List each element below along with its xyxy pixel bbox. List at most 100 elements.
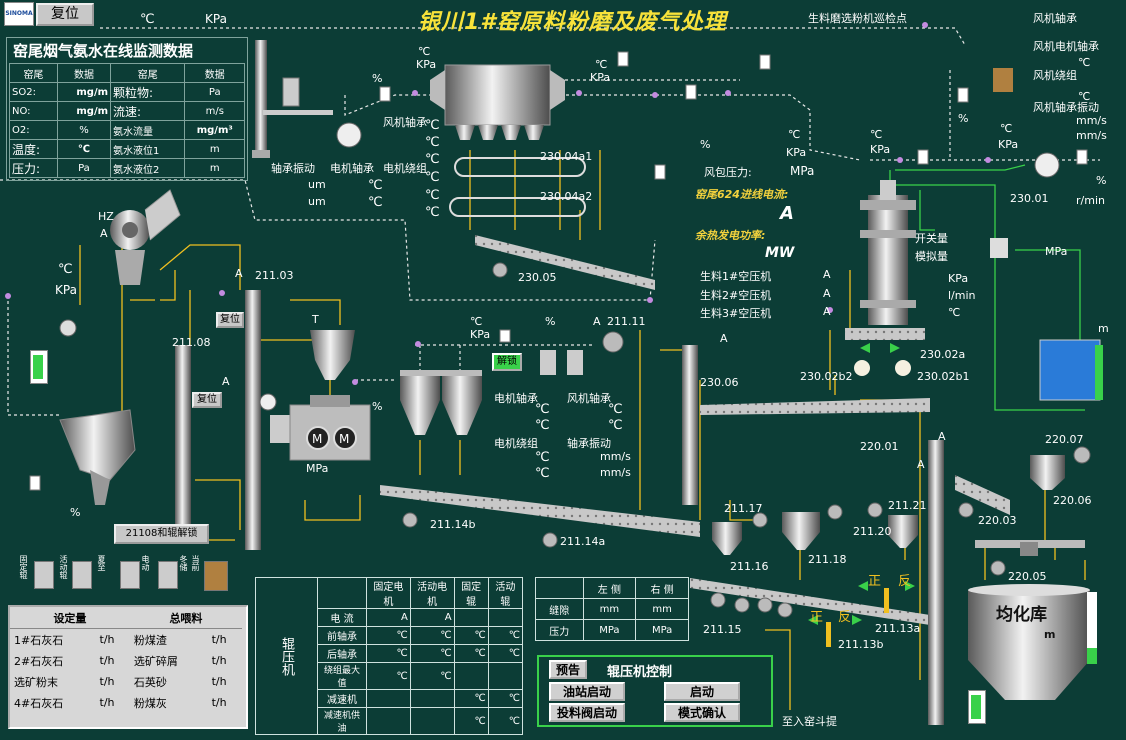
rp-cell [409,707,455,735]
label-230-05: 230.05 [518,271,557,284]
label-rf-fan-winding: 风机绕组 [1033,69,1077,82]
setpoint-unit[interactable]: t/h [211,633,227,646]
label-kiln-current: 窑尾624进线电流: [695,188,789,201]
side-label: 电动 [141,555,150,571]
unit-kpa-8: KPa [998,138,1019,151]
unit-kpa-5: KPa [786,146,807,159]
unit-mms-1: mm/s [600,450,631,463]
setpoint-unit[interactable]: t/h [211,654,227,667]
unit-c-12: ℃ [470,315,483,328]
monitor-key: 压力: [9,158,58,178]
unit-c-22: ℃ [1000,122,1013,135]
monitor-unit: m/s [184,101,245,121]
pre-warning-button[interactable]: 预告 [549,660,587,679]
feed-side-labels: 固定辊 活动辊 夏至 电动 冬储 当前 [18,555,233,595]
setpoint-unit[interactable]: t/h [211,675,227,688]
monitor-key: 氨水流量 [110,120,186,140]
rp-row-label: 绕组最大值 [317,662,367,690]
unit-a-9: A [823,305,831,318]
unit-a-5: A [720,332,728,345]
label-reverse-1: 反 [898,574,912,589]
label-211-13a: 211.13a [875,622,921,635]
label-rf-motor-fan: 风机电机轴承 [1033,40,1099,53]
monitor-key: 氨水液位1 [110,139,186,159]
monitor-header: 窑尾 [9,63,58,83]
rp-cell: ℃ [366,662,411,690]
setpoint-item: 1#石灰石 [14,633,64,647]
rp-cell: ℃ [366,626,411,645]
top-kpa-unit: KPa [205,12,227,26]
rp-row-label: 减速机供油 [317,707,367,735]
monitor-table: 窑尾 数据 窑尾 数据 SO2: mg/m 颗粒物: Pa NO: mg/m 流速: m/s… [9,63,245,178]
rp-cell: ℃ [366,644,411,663]
unlock-button[interactable]: 解锁 [492,353,522,371]
label-analog: 模拟量 [915,250,948,263]
reset-211-03-button[interactable]: 复位 [216,312,244,328]
reset-button[interactable]: 复位 [36,3,94,26]
unit-kpa-6: KPa [870,143,891,156]
unit-c-20: ℃ [870,128,883,141]
reset-211-08-button[interactable]: 复位 [192,392,222,408]
rp-cell: ℃ [487,644,524,663]
gap-header: 右 侧 [635,577,689,599]
unit-a-11: A [917,458,925,471]
label-211-21: 211.21 [888,499,927,512]
unit-c-19: ℃ [788,128,801,141]
svg-text:M: M [312,432,322,446]
mode-confirm-button[interactable]: 模式确认 [664,703,740,722]
label-motor-winding-2: 电机绕组 [494,437,538,450]
rp-header [317,577,367,609]
flue-gas-monitor: 窑尾烟气氨水在线监测数据 窑尾 数据 窑尾 数据 SO2: mg/m 颗粒物: Pa … [6,37,248,181]
gap-cell: MPa [635,619,689,641]
gap-header: 左 侧 [582,577,637,599]
setpoint-unit[interactable]: t/h [211,696,227,709]
monitor-title: 窑尾烟气氨水在线监测数据 [13,42,194,60]
elevator-211-08 [175,345,191,540]
unit-c-5: ℃ [425,152,440,167]
unit-c-16: ℃ [535,466,550,481]
label-211-11: 211.11 [607,315,646,328]
gap-row-label: 缝隙 [535,598,584,620]
unit-a-6: A [780,203,794,224]
setpoint-item: 粉煤渣 [133,633,167,647]
unit-um-1: um [308,178,326,191]
label-comp2: 生料2#空压机 [700,289,772,302]
unlock-21108-button[interactable]: 21108和辊解锁 [114,524,209,544]
feed-valve-start-button[interactable]: 投料阀启动 [549,703,625,722]
rp-cell: ℃ [409,662,455,690]
label-reverse-2: 反 [838,610,852,625]
unit-t: T [312,313,319,326]
rp-row-label: 后轴承 [317,644,367,663]
label-homogenizing: 均化库 [996,605,1047,625]
monitor-key: 氨水液位2 [110,158,186,178]
monitor-key: NO: [9,101,58,121]
start-button[interactable]: 启动 [664,682,740,701]
unit-rmin: r/min [1076,194,1105,207]
setpoint-unit[interactable]: t/h [99,654,115,667]
unit-pct-4: % [372,400,383,413]
rp-cell: ℃ [409,626,455,645]
label-230-04a1: 230.04a1 [540,150,593,163]
monitor-unit: Pa [56,158,112,178]
setpoint-unit[interactable]: t/h [99,633,115,646]
setpoint-unit[interactable]: t/h [99,696,115,709]
roller-control-panel: 预告 辊压机控制 油站启动 启动 投料阀启动 模式确认 [537,655,773,727]
fan-motors [59,122,1091,618]
unit-um-2: um [308,195,326,208]
unit-c-6: ℃ [425,170,440,185]
setpoint-item: 石英砂 [133,675,167,689]
rp-cell: ℃ [453,707,489,735]
setpoint-unit[interactable]: t/h [99,675,115,688]
unit-c-18: ℃ [608,418,623,433]
side-label: 夏至 [97,555,106,571]
oil-station-start-button[interactable]: 油站启动 [549,682,625,701]
rp-cell: ℃ [453,626,489,645]
unit-pct-6: % [1096,174,1107,187]
setpoint-header: 总喂料 [129,607,242,629]
unit-kpa-7: KPa [948,272,969,285]
side-label: 当前 [191,555,200,571]
unit-c-7: ℃ [425,188,440,203]
gap-table: 左 侧右 侧 缝隙 mm mm 压力 MPa MPa [535,577,689,641]
unit-c-14: ℃ [535,418,550,433]
unit-pct-5: % [545,315,556,328]
